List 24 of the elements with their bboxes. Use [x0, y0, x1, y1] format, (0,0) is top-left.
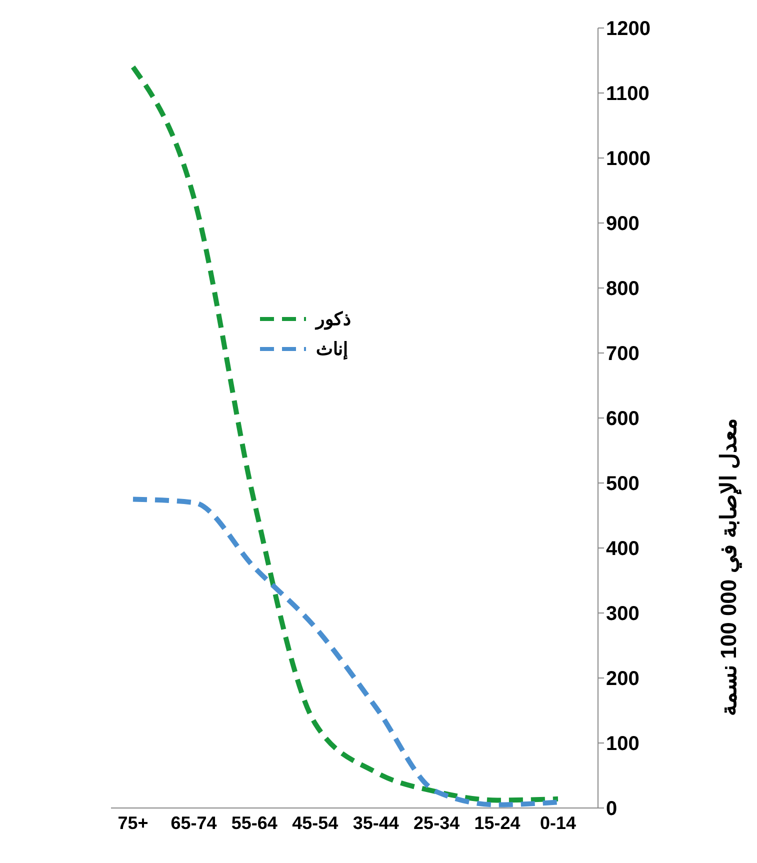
- y-axis-title: معدل الإصابة في 100 000 نسمة: [716, 418, 743, 716]
- x-tick-label: 15-24: [474, 812, 520, 833]
- y-tick-label: 1200: [606, 18, 650, 40]
- y-tick-label: 800: [606, 278, 640, 300]
- x-tick-label: 45-54: [292, 812, 338, 833]
- y-tick-label: 1000: [606, 148, 650, 170]
- y-tick-label: 500: [606, 473, 640, 496]
- legend-label: ذكور: [316, 308, 351, 330]
- legend-label: إناث: [316, 338, 348, 360]
- y-tick-label: 900: [606, 213, 640, 236]
- y-tick-label: 0: [606, 798, 618, 820]
- y-tick-label: 300: [606, 603, 640, 626]
- x-tick-label: 65-74: [170, 812, 217, 833]
- y-tick-label: 100: [606, 733, 640, 756]
- x-tick-label: 55-64: [231, 812, 278, 833]
- y-tick-label: 700: [606, 343, 640, 366]
- y-tick-label: 1100: [606, 83, 650, 106]
- y-tick-label: 600: [606, 408, 640, 430]
- x-tick-label: 35-44: [352, 812, 399, 833]
- y-tick-label: 200: [606, 668, 640, 690]
- x-tick-label: 25-34: [414, 812, 460, 833]
- y-tick-label: 400: [606, 538, 640, 560]
- x-tick-label: 75+: [118, 812, 148, 833]
- x-tick-label: 0-14: [540, 812, 576, 833]
